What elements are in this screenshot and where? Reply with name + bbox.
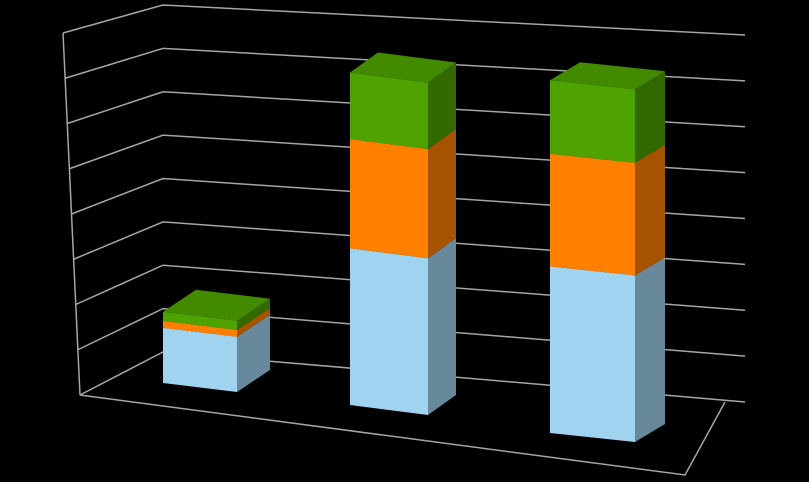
bar-segment-front (550, 80, 635, 163)
bar-segment-front (163, 327, 237, 392)
bar-segment-side (428, 129, 456, 259)
bar-segment-side (635, 71, 665, 163)
bar-segment-front (550, 266, 635, 442)
bar-segment-front (350, 72, 428, 149)
bar-segment-side (428, 62, 456, 149)
floor-edge (79, 394, 726, 476)
bar-segment-front (550, 153, 635, 276)
bar-segment-side (237, 314, 270, 392)
bar-segment-front (163, 311, 237, 330)
bar-segment-front (350, 248, 428, 415)
bar-top (350, 52, 456, 83)
bar-top (550, 62, 665, 90)
grid-line (64, 47, 746, 82)
bar-segment-side (635, 144, 665, 276)
bar-segment-side (635, 257, 665, 442)
bar-segment-side (428, 238, 456, 415)
bar-segment-side (237, 307, 270, 337)
bar-segment-front (350, 139, 428, 259)
bar-segment-front (163, 320, 237, 337)
grid-line (62, 4, 746, 36)
bar-segment-side (237, 298, 270, 330)
bar-top (163, 289, 270, 321)
